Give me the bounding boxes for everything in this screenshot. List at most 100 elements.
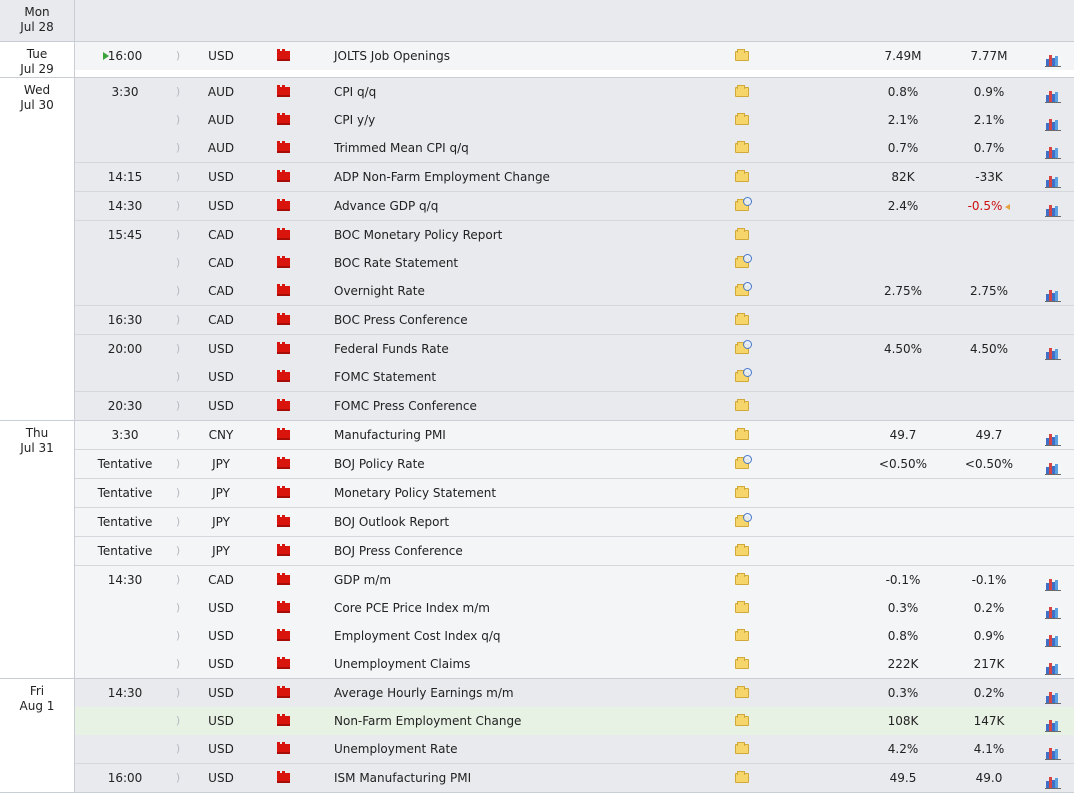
bar-graph-icon[interactable]	[1045, 428, 1061, 446]
event-row[interactable]: 14:30) USD Average Hourly Earnings m/m 0.3%…	[75, 679, 1074, 707]
event-name[interactable]: BOC Press Conference	[334, 313, 468, 327]
event-row[interactable]: 3:30) AUD CPI q/q 0.8% 0.9%	[75, 78, 1074, 106]
sound-icon[interactable]: )	[175, 85, 181, 98]
folder-search-icon[interactable]	[735, 368, 752, 383]
bar-graph-icon[interactable]	[1045, 199, 1061, 217]
folder-search-icon[interactable]	[735, 340, 752, 355]
folder-search-icon[interactable]	[735, 282, 752, 297]
bar-graph-icon[interactable]	[1045, 714, 1061, 732]
bar-graph-icon[interactable]	[1045, 85, 1061, 103]
event-row[interactable]: 14:30) USD Advance GDP q/q 2.4% -0.5%	[75, 192, 1074, 220]
event-row[interactable]: ) CAD Overnight Rate 2.75% 2.75%	[75, 277, 1074, 305]
event-row[interactable]: Tentative) JPY BOJ Policy Rate <0.50% <0.50%	[75, 450, 1074, 478]
bar-graph-icon[interactable]	[1045, 657, 1061, 675]
sound-icon[interactable]: )	[175, 49, 181, 62]
event-row[interactable]: 16:00) USD JOLTS Job Openings 7.49M 7.77M	[75, 42, 1074, 70]
folder-icon[interactable]	[735, 686, 749, 699]
sound-icon[interactable]: )	[175, 428, 181, 441]
folder-search-icon[interactable]	[735, 254, 752, 269]
folder-icon[interactable]	[735, 629, 749, 642]
folder-icon[interactable]	[735, 657, 749, 670]
event-name[interactable]: Employment Cost Index q/q	[334, 629, 501, 643]
sound-icon[interactable]: )	[175, 573, 181, 586]
sound-icon[interactable]: )	[175, 601, 181, 614]
event-name[interactable]: Unemployment Claims	[334, 657, 471, 671]
sound-icon[interactable]: )	[175, 714, 181, 727]
folder-icon[interactable]	[735, 486, 749, 499]
folder-icon[interactable]	[735, 601, 749, 614]
sound-icon[interactable]: )	[175, 170, 181, 183]
event-name[interactable]: Non-Farm Employment Change	[334, 714, 522, 728]
event-row[interactable]: ) AUD CPI y/y 2.1% 2.1%	[75, 106, 1074, 134]
sound-icon[interactable]: )	[175, 113, 181, 126]
folder-icon[interactable]	[735, 742, 749, 755]
event-name[interactable]: BOJ Policy Rate	[334, 457, 425, 471]
sound-icon[interactable]: )	[175, 313, 181, 326]
event-name[interactable]: Core PCE Price Index m/m	[334, 601, 490, 615]
event-name[interactable]: Monetary Policy Statement	[334, 486, 497, 500]
folder-icon[interactable]	[735, 170, 749, 183]
event-row[interactable]: 16:00) USD ISM Manufacturing PMI 49.5 49.0	[75, 764, 1074, 792]
bar-graph-icon[interactable]	[1045, 141, 1061, 159]
sound-icon[interactable]: )	[175, 370, 181, 383]
bar-graph-icon[interactable]	[1045, 771, 1061, 789]
event-row[interactable]: ) USD Unemployment Rate 4.2% 4.1%	[75, 735, 1074, 763]
event-name[interactable]: Manufacturing PMI	[334, 428, 446, 442]
event-name[interactable]: Overnight Rate	[334, 284, 425, 298]
folder-icon[interactable]	[735, 113, 749, 126]
folder-search-icon[interactable]	[735, 455, 752, 470]
sound-icon[interactable]: )	[175, 399, 181, 412]
event-row[interactable]: 16:30) CAD BOC Press Conference	[75, 306, 1074, 334]
sound-icon[interactable]: )	[175, 486, 181, 499]
event-row[interactable]: 14:30) CAD GDP m/m -0.1% -0.1%	[75, 566, 1074, 594]
event-row[interactable]: ) USD Unemployment Claims 222K 217K	[75, 650, 1074, 678]
folder-icon[interactable]	[735, 714, 749, 727]
sound-icon[interactable]: )	[175, 686, 181, 699]
folder-icon[interactable]	[735, 428, 749, 441]
sound-icon[interactable]: )	[175, 515, 181, 528]
folder-icon[interactable]	[735, 399, 749, 412]
event-name[interactable]: FOMC Statement	[334, 370, 437, 384]
event-row[interactable]: 20:30) USD FOMC Press Conference	[75, 392, 1074, 420]
sound-icon[interactable]: )	[175, 742, 181, 755]
sound-icon[interactable]: )	[175, 544, 181, 557]
sound-icon[interactable]: )	[175, 284, 181, 297]
event-name[interactable]: GDP m/m	[334, 573, 392, 587]
event-row[interactable]: 20:00) USD Federal Funds Rate 4.50% 4.50%	[75, 335, 1074, 363]
event-name[interactable]: Trimmed Mean CPI q/q	[334, 141, 469, 155]
sound-icon[interactable]: )	[175, 457, 181, 470]
event-name[interactable]: Unemployment Rate	[334, 742, 458, 756]
revised-icon[interactable]	[1005, 203, 1011, 210]
event-name[interactable]: CPI y/y	[334, 113, 376, 127]
event-row[interactable]: ) USD Non-Farm Employment Change 108K 147K	[75, 707, 1074, 735]
event-row[interactable]: ) CAD BOC Rate Statement	[75, 249, 1074, 277]
event-row[interactable]: 15:45) CAD BOC Monetary Policy Report	[75, 221, 1074, 249]
event-name[interactable]: BOC Monetary Policy Report	[334, 228, 503, 242]
event-name[interactable]: BOC Rate Statement	[334, 256, 459, 270]
sound-icon[interactable]: )	[175, 141, 181, 154]
sound-icon[interactable]: )	[175, 228, 181, 241]
bar-graph-icon[interactable]	[1045, 284, 1061, 302]
event-row[interactable]: ) AUD Trimmed Mean CPI q/q 0.7% 0.7%	[75, 134, 1074, 162]
sound-icon[interactable]: )	[175, 629, 181, 642]
bar-graph-icon[interactable]	[1045, 601, 1061, 619]
sound-icon[interactable]: )	[175, 657, 181, 670]
event-name[interactable]: CPI q/q	[334, 85, 377, 99]
event-row[interactable]: ) USD Employment Cost Index q/q 0.8% 0.9%	[75, 622, 1074, 650]
event-row[interactable]: ) USD FOMC Statement	[75, 363, 1074, 391]
event-name[interactable]: Average Hourly Earnings m/m	[334, 686, 514, 700]
sound-icon[interactable]: )	[175, 256, 181, 269]
folder-icon[interactable]	[735, 573, 749, 586]
bar-graph-icon[interactable]	[1045, 170, 1061, 188]
bar-graph-icon[interactable]	[1045, 629, 1061, 647]
event-row[interactable]: 3:30) CNY Manufacturing PMI 49.7 49.7	[75, 421, 1074, 449]
folder-search-icon[interactable]	[735, 513, 752, 528]
folder-search-icon[interactable]	[735, 197, 752, 212]
event-row[interactable]: ) USD Core PCE Price Index m/m 0.3% 0.2%	[75, 594, 1074, 622]
event-name[interactable]: ADP Non-Farm Employment Change	[334, 170, 550, 184]
sound-icon[interactable]: )	[175, 771, 181, 784]
bar-graph-icon[interactable]	[1045, 573, 1061, 591]
event-row[interactable]: Tentative) JPY BOJ Outlook Report	[75, 508, 1074, 536]
event-name[interactable]: BOJ Press Conference	[334, 544, 463, 558]
event-row[interactable]: Tentative) JPY Monetary Policy Statement	[75, 479, 1074, 507]
